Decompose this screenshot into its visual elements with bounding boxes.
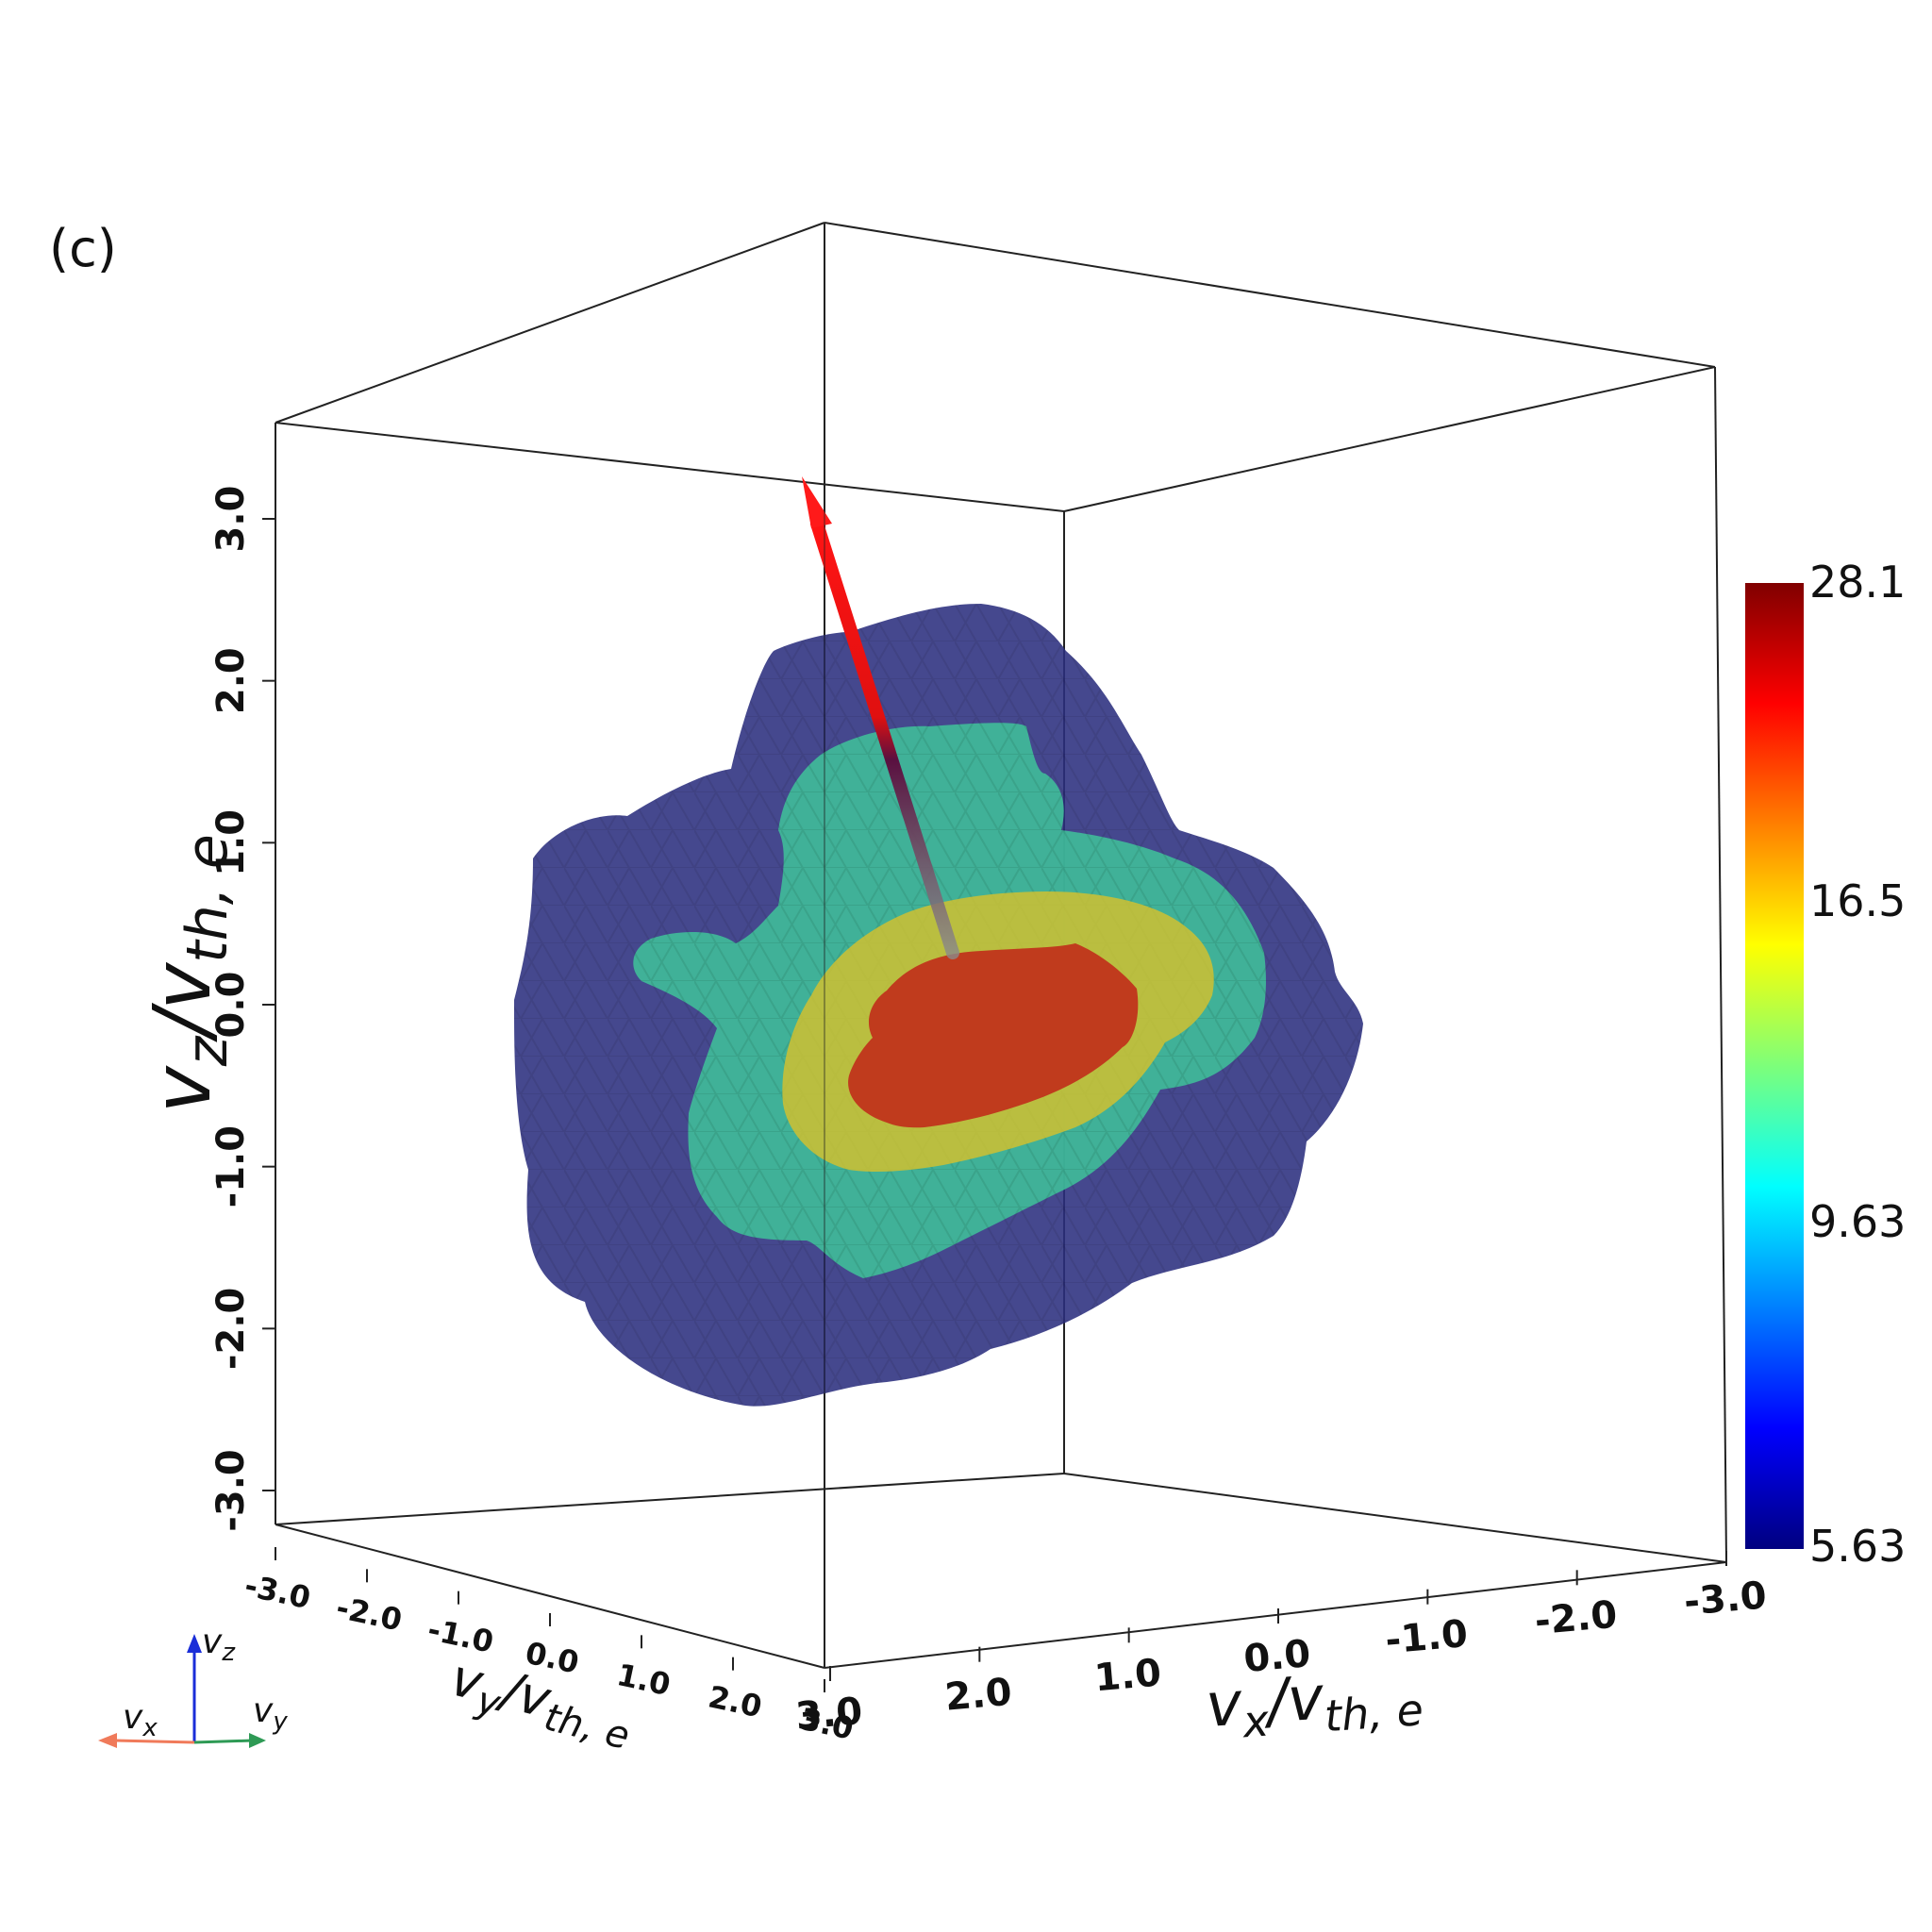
orientation-y-label: vy <box>253 1691 288 1736</box>
axis-tick-label: 3.0 <box>209 486 253 553</box>
orientation-y-line <box>193 1739 254 1744</box>
axis-tick-label: -3.0 <box>1682 1574 1768 1624</box>
box-edge <box>824 222 1716 368</box>
axis-tick-label: -2.0 <box>1533 1593 1619 1643</box>
box-edge <box>275 1524 825 1669</box>
axis-tick-label: 1.0 <box>209 809 253 876</box>
axis-tick-label: -3.0 <box>209 1449 253 1531</box>
axis-tick-label: 0.0 <box>209 972 253 1039</box>
colorbar-tick-label: 9.63 <box>1809 1196 1907 1247</box>
colorbar-tick-label: 5.63 <box>1809 1521 1907 1572</box>
axis-tick-label: -1.0 <box>1384 1612 1470 1662</box>
axis-tick-label: 2.0 <box>209 647 253 714</box>
axis-tick-label: 0.0 <box>1242 1632 1313 1681</box>
orientation-x-arrowhead <box>98 1733 117 1748</box>
axis-tick-label: -2.0 <box>333 1590 405 1639</box>
axis-tick-label: -2.0 <box>209 1288 253 1370</box>
panel-label: (c) <box>49 219 117 278</box>
axis-tick-label: 2.0 <box>943 1671 1014 1720</box>
orientation-z-label: vz <box>202 1623 236 1667</box>
box-edge <box>1063 366 1716 512</box>
orientation-x-line <box>114 1739 195 1744</box>
axis-tick-label: -1.0 <box>209 1125 253 1208</box>
colorbar-tick-label: 16.5 <box>1809 875 1907 926</box>
box-edge <box>1714 366 1727 1563</box>
box-edge <box>275 1473 1065 1525</box>
box-edge <box>275 222 825 424</box>
colorbar-gradient <box>1745 583 1804 1549</box>
isosurfaces <box>514 604 1363 1407</box>
axis-tick-label: 1.0 <box>614 1657 674 1703</box>
axis-tick-label: -3.0 <box>242 1567 313 1616</box>
isosurface-core <box>848 943 1139 1128</box>
orientation-y-arrowhead <box>249 1733 266 1748</box>
x-axis-ticks: 3.0 2.0 1.0 0.0 -1.0 -2.0 -3.0 <box>794 1551 1768 1739</box>
axis-tick-label: 2.0 <box>706 1678 765 1724</box>
box-edge <box>275 422 1065 512</box>
axis-tick-label: 1.0 <box>1092 1651 1163 1700</box>
orientation-x-label: vx <box>123 1698 158 1742</box>
arrow-shaft <box>810 517 959 959</box>
colorbar-tick-label: 28.1 <box>1809 557 1907 608</box>
orientation-z-arrowhead <box>187 1634 202 1653</box>
orientation-axes: vz vx vy <box>98 1623 288 1748</box>
colorbar <box>1745 583 1804 1549</box>
z-axis-ticks: 3.0 2.0 1.0 0.0 -1.0 -2.0 -3.0 <box>209 486 275 1532</box>
box-edge <box>1063 1473 1727 1563</box>
axis-tick-label: 3.0 <box>794 1690 865 1739</box>
x-axis-label: vx/vth, e <box>1204 1657 1425 1750</box>
z-axis-label: vz/vth, e <box>136 834 241 1113</box>
